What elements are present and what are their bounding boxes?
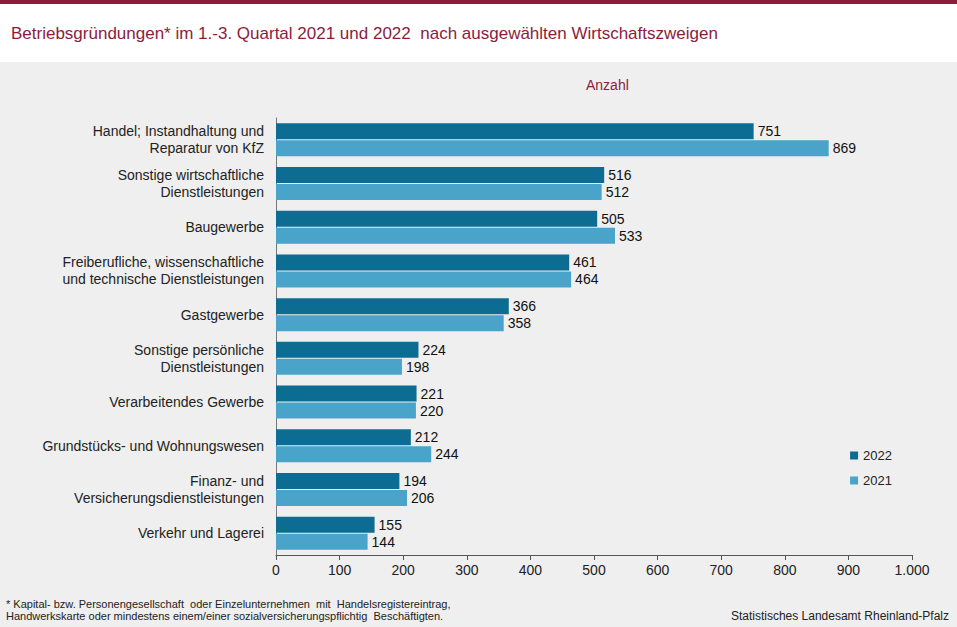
- svg-text:Baugewerbe: Baugewerbe: [185, 219, 264, 235]
- svg-text:800: 800: [773, 562, 797, 578]
- svg-text:Finanz- und: Finanz- und: [190, 473, 264, 489]
- svg-text:155: 155: [379, 517, 403, 533]
- svg-text:1.000: 1.000: [894, 562, 929, 578]
- svg-text:900: 900: [837, 562, 861, 578]
- svg-text:533: 533: [619, 228, 643, 244]
- svg-text:Reparatur von KfZ: Reparatur von KfZ: [150, 140, 265, 156]
- svg-text:Handwerkskarte oder mindestens: Handwerkskarte oder mindestens einem/ein…: [6, 610, 443, 622]
- svg-text:366: 366: [513, 298, 537, 314]
- svg-text:206: 206: [411, 490, 435, 506]
- svg-text:221: 221: [421, 386, 445, 402]
- svg-text:2021: 2021: [863, 473, 892, 488]
- svg-text:500: 500: [582, 562, 606, 578]
- svg-text:Versicherungsdienstleistungen: Versicherungsdienstleistungen: [74, 490, 264, 506]
- svg-text:224: 224: [422, 342, 446, 358]
- svg-text:512: 512: [606, 184, 630, 200]
- svg-text:400: 400: [519, 562, 543, 578]
- svg-text:244: 244: [435, 446, 459, 462]
- svg-text:0: 0: [272, 562, 280, 578]
- svg-text:Freiberufliche, wissenschaftli: Freiberufliche, wissenschaftliche: [62, 254, 264, 270]
- svg-text:516: 516: [608, 167, 632, 183]
- svg-text:Handel; Instandhaltung und: Handel; Instandhaltung und: [93, 123, 264, 139]
- svg-text:Sonstige persönliche: Sonstige persönliche: [134, 342, 264, 358]
- svg-text:Gastgewerbe: Gastgewerbe: [181, 307, 264, 323]
- svg-text:194: 194: [403, 473, 427, 489]
- svg-text:751: 751: [758, 123, 782, 139]
- svg-text:600: 600: [646, 562, 670, 578]
- svg-text:Betriebsgründungen* im 1.-3. Q: Betriebsgründungen* im 1.-3. Quartal 202…: [11, 24, 718, 43]
- svg-text:Dienstleistungen: Dienstleistungen: [160, 359, 264, 375]
- svg-text:Verkehr und Lagerei: Verkehr und Lagerei: [138, 525, 264, 541]
- svg-text:212: 212: [415, 429, 439, 445]
- svg-text:358: 358: [508, 315, 532, 331]
- svg-text:144: 144: [372, 534, 396, 550]
- svg-text:461: 461: [573, 254, 597, 270]
- svg-text:Sonstige wirtschaftliche: Sonstige wirtschaftliche: [118, 167, 265, 183]
- svg-text:Dienstleistungen: Dienstleistungen: [160, 184, 264, 200]
- svg-text:220: 220: [420, 403, 444, 419]
- svg-text:100: 100: [328, 562, 352, 578]
- svg-text:700: 700: [710, 562, 734, 578]
- svg-text:Grundstücks- und Wohnungswesen: Grundstücks- und Wohnungswesen: [42, 438, 264, 454]
- svg-text:869: 869: [833, 140, 857, 156]
- svg-text:464: 464: [575, 271, 599, 287]
- svg-text:Statistisches Landesamt Rheinl: Statistisches Landesamt Rheinland-Pfalz: [731, 609, 949, 623]
- svg-text:300: 300: [455, 562, 479, 578]
- svg-text:Anzahl: Anzahl: [586, 77, 629, 93]
- svg-text:200: 200: [392, 562, 416, 578]
- svg-text:505: 505: [601, 211, 625, 227]
- svg-text:2022: 2022: [863, 448, 892, 463]
- svg-text:* Kapital- bzw. Personengesell: * Kapital- bzw. Personengesellschaft ode…: [6, 598, 451, 610]
- svg-text:Verarbeitendes Gewerbe: Verarbeitendes Gewerbe: [109, 394, 264, 410]
- svg-text:und technische Dienstleistunge: und technische Dienstleistungen: [62, 271, 264, 287]
- svg-text:198: 198: [406, 359, 430, 375]
